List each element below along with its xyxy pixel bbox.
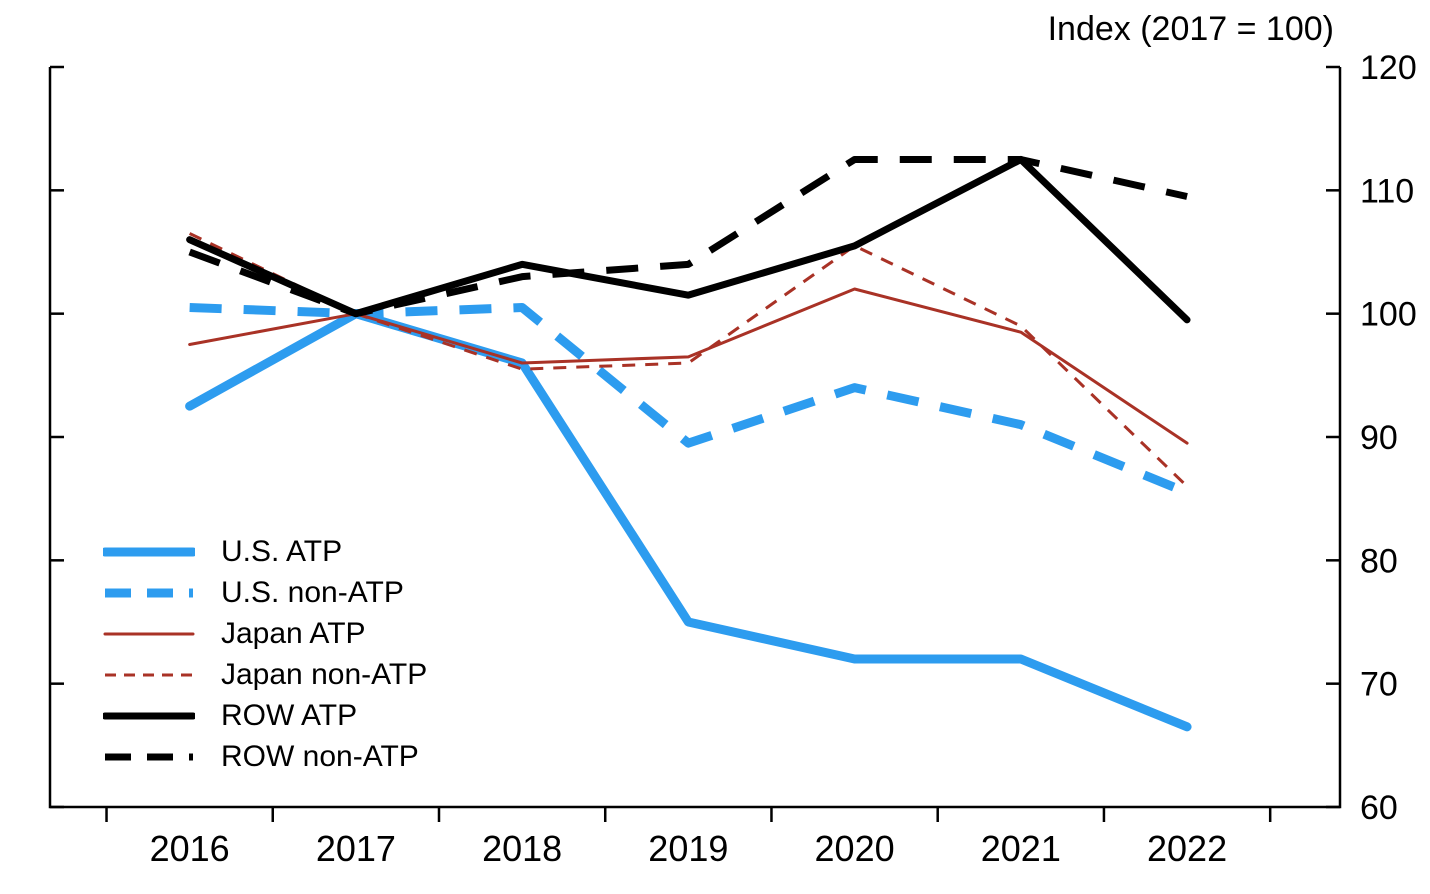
x-tick-label: 2018	[482, 828, 562, 869]
legend-swatch	[103, 668, 195, 682]
legend-item: U.S. ATP	[103, 531, 427, 572]
series-line-4	[186, 156, 1191, 324]
series-line-5	[188, 156, 1188, 318]
legend-swatch	[103, 750, 195, 764]
series-line-1	[189, 303, 1189, 497]
x-tick-label: 2016	[150, 828, 230, 869]
legend-item: U.S. non-ATP	[103, 572, 427, 613]
y-tick-label: 120	[1360, 49, 1417, 87]
legend-item: ROW ATP	[103, 695, 427, 736]
y-tick-label: 100	[1360, 296, 1417, 334]
series-line-2	[188, 287, 1189, 445]
legend-item: Japan ATP	[103, 613, 427, 654]
x-tick-label: 2019	[648, 828, 728, 869]
y-tick-label: 80	[1360, 542, 1398, 580]
legend-swatch	[103, 586, 195, 600]
x-tick-label: 2020	[815, 828, 895, 869]
x-tick-label: 2021	[981, 828, 1061, 869]
legend-item: ROW non-ATP	[103, 736, 427, 777]
legend-label: ROW ATP	[221, 698, 358, 732]
x-tick-label: 2017	[316, 828, 396, 869]
x-tick-label: 2022	[1147, 828, 1227, 869]
y-tick-label: 90	[1360, 419, 1398, 457]
y-tick-label: 60	[1360, 789, 1398, 827]
legend-swatch	[103, 627, 195, 641]
legend-label: Japan ATP	[221, 616, 366, 650]
legend: U.S. ATP U.S. non-ATP Japan ATP Japan no…	[103, 531, 427, 777]
legend-swatch	[103, 545, 195, 559]
legend-item: Japan non-ATP	[103, 654, 427, 695]
legend-label: U.S. non-ATP	[221, 575, 404, 609]
series-line-3	[188, 232, 1189, 488]
y-tick-label: 110	[1360, 172, 1414, 210]
legend-label: ROW non-ATP	[221, 739, 419, 773]
legend-swatch	[103, 709, 195, 723]
chart-title: Index (2017 = 100)	[1047, 10, 1334, 48]
legend-label: Japan non-ATP	[221, 657, 428, 691]
y-tick-label: 70	[1360, 666, 1398, 704]
legend-label: U.S. ATP	[221, 534, 343, 568]
